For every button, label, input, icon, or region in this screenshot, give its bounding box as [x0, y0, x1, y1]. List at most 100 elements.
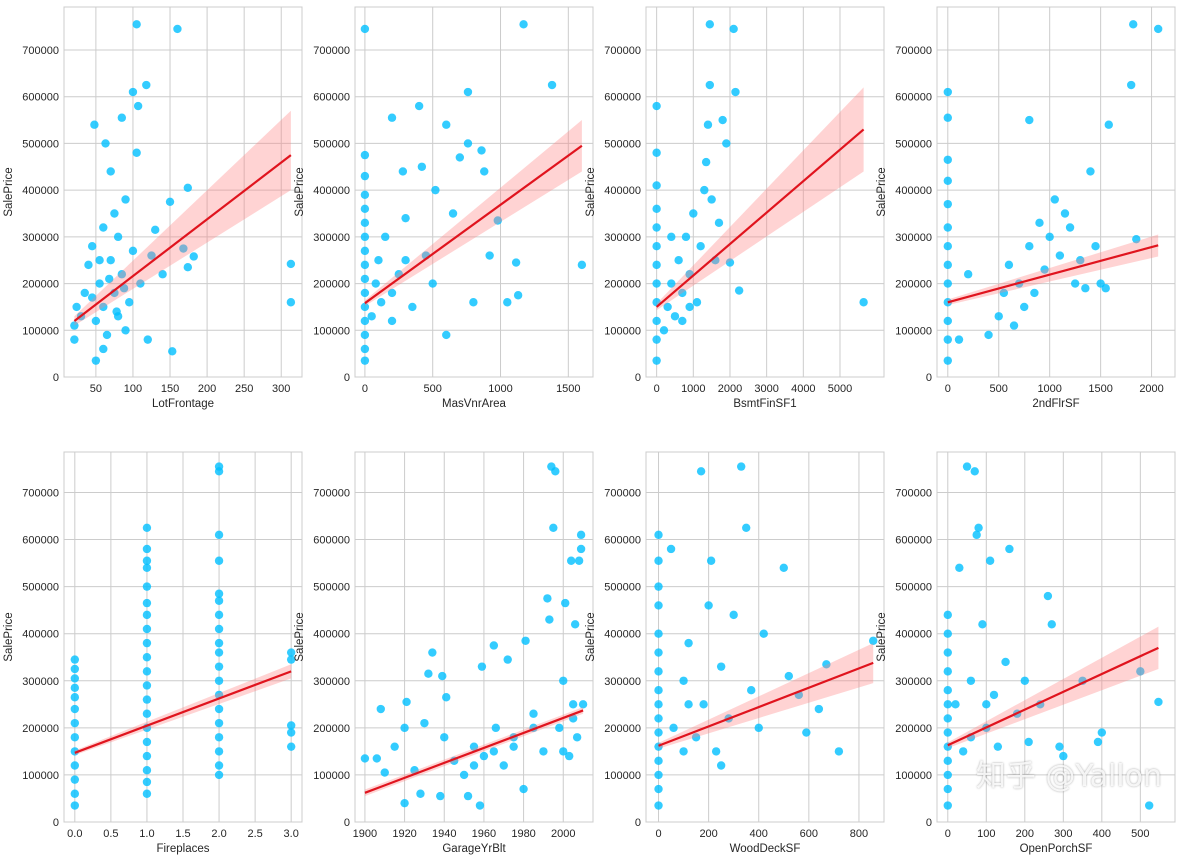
- y-tick-label: 600000: [313, 92, 350, 104]
- data-point: [214, 733, 224, 742]
- data-point: [1045, 232, 1054, 242]
- data-point: [943, 260, 952, 270]
- data-point: [173, 24, 182, 34]
- data-point: [814, 704, 824, 714]
- points-layer: [943, 462, 1163, 810]
- data-point: [214, 596, 224, 605]
- data-point: [509, 742, 518, 751]
- data-point: [943, 667, 952, 676]
- y-tick-label: 500000: [313, 582, 350, 594]
- x-tick-label: 2000: [551, 828, 575, 840]
- data-point: [142, 598, 152, 608]
- data-point: [121, 195, 130, 204]
- data-point: [360, 218, 370, 228]
- data-point: [70, 733, 80, 742]
- points-layer: [943, 20, 1163, 365]
- data-point: [667, 232, 676, 242]
- data-point: [654, 667, 663, 676]
- data-point: [696, 241, 705, 251]
- regression-line: [947, 244, 1159, 304]
- data-point: [1132, 234, 1141, 244]
- y-tick-label: 600000: [604, 535, 641, 547]
- data-point: [463, 791, 473, 801]
- confidence-band: [658, 643, 874, 749]
- regression-line: [658, 661, 874, 747]
- y-tick-label: 300000: [604, 676, 641, 688]
- data-point: [1005, 544, 1014, 554]
- data-point: [547, 80, 557, 90]
- data-point: [459, 770, 469, 780]
- x-tick-label: 0: [655, 828, 661, 840]
- data-point: [125, 298, 134, 307]
- data-point: [142, 777, 152, 787]
- y-tick-label: 400000: [895, 629, 932, 641]
- y-tick-label: 400000: [604, 185, 641, 197]
- data-point: [747, 685, 756, 695]
- data-point: [158, 270, 167, 279]
- data-point: [654, 601, 663, 610]
- data-point: [401, 256, 410, 265]
- data-point: [132, 148, 141, 157]
- data-point: [561, 598, 570, 608]
- data-point: [685, 302, 694, 312]
- data-point: [1129, 20, 1138, 29]
- data-point: [477, 146, 486, 155]
- data-point: [479, 751, 489, 761]
- data-point: [707, 195, 716, 204]
- data-point: [989, 690, 999, 700]
- data-point: [99, 223, 108, 232]
- x-tick-label: 50: [90, 383, 102, 395]
- data-point: [734, 286, 744, 295]
- data-point: [869, 636, 878, 645]
- x-tick-label: 1000: [488, 383, 512, 395]
- x-tick-label: 4000: [791, 383, 815, 395]
- y-tick-label: 0: [344, 817, 350, 829]
- data-point: [652, 279, 661, 288]
- data-point: [360, 232, 370, 242]
- y-tick-label: 600000: [22, 535, 59, 547]
- data-point: [954, 335, 964, 344]
- data-point: [703, 120, 713, 129]
- data-point: [142, 80, 151, 90]
- data-point: [985, 556, 995, 565]
- data-point: [659, 326, 669, 335]
- data-point: [360, 171, 370, 181]
- data-point: [87, 293, 97, 302]
- data-point: [716, 662, 726, 671]
- data-point: [652, 204, 661, 214]
- data-point: [681, 232, 691, 242]
- data-point: [360, 260, 370, 270]
- y-axis-label: SalePrice: [876, 612, 888, 661]
- data-point: [1091, 241, 1100, 251]
- data-point: [654, 801, 663, 810]
- data-point: [1004, 260, 1014, 270]
- data-point: [91, 316, 101, 326]
- subplot-masvnrarea: 0 100000 200000 300000 400000 500000 600000 700…: [294, 6, 594, 410]
- data-point: [742, 523, 751, 532]
- data-point: [371, 279, 380, 288]
- plot-area: [354, 451, 594, 823]
- data-point: [943, 756, 952, 766]
- data-point: [999, 288, 1009, 298]
- data-point: [214, 556, 224, 565]
- data-point: [214, 589, 224, 598]
- data-point: [555, 723, 564, 733]
- data-point: [759, 629, 768, 638]
- y-tick-label: 0: [635, 817, 641, 829]
- subplot-garageyrblt: 0 100000 200000 300000 400000 500000 600000 700…: [294, 451, 594, 855]
- x-axis-label: GarageYrBlt: [442, 843, 506, 855]
- data-point: [754, 723, 763, 733]
- data-point: [943, 648, 952, 657]
- confidence-band: [364, 120, 582, 306]
- x-tick-label: 200: [198, 383, 216, 395]
- x-axis-label: WoodDeckSF: [730, 843, 801, 855]
- data-point: [214, 718, 224, 728]
- data-point: [463, 139, 473, 148]
- data-point: [568, 700, 578, 709]
- x-tick-label: 1940: [432, 828, 456, 840]
- data-point: [360, 288, 370, 298]
- data-point: [1086, 167, 1095, 176]
- data-point: [469, 298, 478, 307]
- data-point: [72, 302, 81, 312]
- data-point: [408, 302, 417, 312]
